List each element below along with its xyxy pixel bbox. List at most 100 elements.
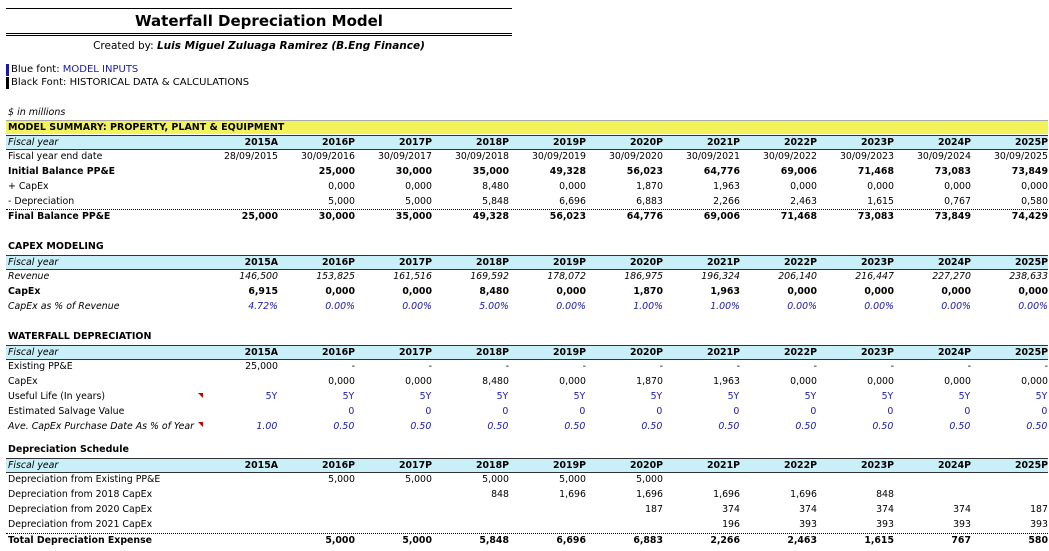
cell[interactable]: 216,447 <box>855 271 894 282</box>
cell[interactable]: 393 <box>953 519 971 530</box>
cell[interactable]: 71,468 <box>857 166 894 177</box>
cell[interactable]: 0,000 <box>864 286 894 297</box>
cell[interactable]: 1,696 <box>790 489 817 500</box>
cell[interactable]: 5,848 <box>482 196 509 207</box>
cell[interactable]: 2019P <box>553 137 586 148</box>
row-label[interactable]: Existing PP&E <box>8 361 73 372</box>
cell[interactable]: 49,328 <box>472 211 509 222</box>
cell[interactable]: 393 <box>1030 519 1048 530</box>
cell[interactable]: 30/09/2016 <box>300 151 355 162</box>
cell[interactable]: 0.50 <box>1026 421 1048 432</box>
cell[interactable]: 848 <box>876 489 894 500</box>
cell[interactable]: 2023P <box>861 137 894 148</box>
row-label[interactable]: Revenue <box>8 271 50 282</box>
cell[interactable]: 30/09/2017 <box>377 151 432 162</box>
cell[interactable]: 0 <box>425 406 432 417</box>
row-label[interactable]: CapEx <box>8 376 38 387</box>
row-label[interactable]: Fiscal year <box>8 347 59 358</box>
cell[interactable]: 2020P <box>630 257 663 268</box>
cell[interactable]: 0 <box>733 406 740 417</box>
cell[interactable]: 0,000 <box>787 286 817 297</box>
cell[interactable]: 30/09/2019 <box>531 151 586 162</box>
cell[interactable]: 161,516 <box>393 271 432 282</box>
cell[interactable]: 0,000 <box>405 181 432 192</box>
cell[interactable]: 2018P <box>476 137 509 148</box>
cell[interactable]: 2017P <box>399 257 432 268</box>
cell[interactable]: 238,633 <box>1009 271 1048 282</box>
cell[interactable]: 71,468 <box>780 211 817 222</box>
cell[interactable]: 2019P <box>553 257 586 268</box>
cell[interactable]: 2017P <box>399 460 432 471</box>
cell[interactable]: 2025P <box>1015 347 1048 358</box>
cell[interactable]: 8,480 <box>482 376 509 387</box>
cell[interactable]: 2020P <box>630 347 663 358</box>
cell[interactable]: 0,000 <box>556 286 586 297</box>
cell[interactable]: - <box>890 361 894 372</box>
cell[interactable]: 0,000 <box>402 286 432 297</box>
cell[interactable]: 0,580 <box>1021 196 1048 207</box>
cell[interactable]: 0 <box>502 406 509 417</box>
cell[interactable]: 0 <box>348 406 355 417</box>
cell[interactable]: 5Y <box>958 391 971 402</box>
cell[interactable]: 0 <box>1041 406 1048 417</box>
cell[interactable]: 73,083 <box>857 211 894 222</box>
cell[interactable]: 580 <box>1028 535 1048 546</box>
cell[interactable]: 2016P <box>322 460 355 471</box>
cell[interactable]: 5,000 <box>482 474 509 485</box>
row-label[interactable]: Depreciation from 2020 CapEx <box>8 504 153 515</box>
cell[interactable]: 1.00 <box>256 421 278 432</box>
cell[interactable]: 5,000 <box>405 196 432 207</box>
cell[interactable]: 5Y <box>1035 391 1048 402</box>
cell[interactable]: 0.00% <box>1018 301 1048 312</box>
cell[interactable]: 0 <box>656 406 663 417</box>
row-label[interactable]: Depreciation from Existing PP&E <box>8 474 161 485</box>
row-label[interactable]: + CapEx <box>8 181 49 192</box>
cell[interactable]: 848 <box>491 489 509 500</box>
cell[interactable]: 8,480 <box>479 286 509 297</box>
cell[interactable]: 5Y <box>650 391 663 402</box>
cell[interactable]: - <box>659 361 663 372</box>
cell[interactable]: 2024P <box>938 460 971 471</box>
cell[interactable]: 8,480 <box>482 181 509 192</box>
cell[interactable]: 5Y <box>342 391 355 402</box>
cell[interactable]: 0,000 <box>944 181 971 192</box>
cell[interactable]: 6,883 <box>636 196 663 207</box>
cell[interactable]: 0,000 <box>944 376 971 387</box>
cell[interactable]: 0.50 <box>718 421 740 432</box>
row-label[interactable]: Useful Life (In years) <box>8 391 106 402</box>
cell[interactable]: 6,696 <box>559 196 586 207</box>
cell[interactable]: 1,963 <box>710 286 740 297</box>
cell[interactable]: 0 <box>887 406 894 417</box>
cell[interactable]: 2019P <box>553 347 586 358</box>
cell[interactable]: 5Y <box>573 391 586 402</box>
cell[interactable]: 187 <box>1030 504 1048 515</box>
row-label[interactable]: Final Balance PP&E <box>8 211 111 222</box>
cell[interactable]: 393 <box>799 519 817 530</box>
cell[interactable]: 5,000 <box>325 535 355 546</box>
cell[interactable]: 2015A <box>244 257 278 268</box>
cell[interactable]: 74,429 <box>1011 211 1048 222</box>
cell[interactable]: 186,975 <box>624 271 663 282</box>
row-label[interactable]: Ave. CapEx Purchase Date As % of Year <box>8 421 194 432</box>
row-label[interactable]: Depreciation from 2021 CapEx <box>8 519 153 530</box>
cell[interactable]: 1,696 <box>559 489 586 500</box>
cell[interactable]: 6,696 <box>556 535 586 546</box>
cell[interactable]: 0,000 <box>1018 286 1048 297</box>
cell[interactable]: 25,000 <box>318 166 355 177</box>
cell[interactable]: 374 <box>876 504 894 515</box>
cell[interactable]: 64,776 <box>703 166 740 177</box>
cell[interactable]: 2017P <box>399 137 432 148</box>
cell[interactable]: - <box>967 361 971 372</box>
cell[interactable]: 30/09/2024 <box>916 151 971 162</box>
cell[interactable]: 5.00% <box>479 301 509 312</box>
cell[interactable]: 2016P <box>322 347 355 358</box>
cell[interactable]: 30,000 <box>318 211 355 222</box>
row-label[interactable]: Initial Balance PP&E <box>8 166 116 177</box>
cell[interactable]: 178,072 <box>547 271 586 282</box>
cell[interactable]: 0.50 <box>333 421 355 432</box>
row-label[interactable]: CapEx as % of Revenue <box>8 301 120 312</box>
cell[interactable]: 73,849 <box>934 211 971 222</box>
cell[interactable]: 374 <box>799 504 817 515</box>
cell[interactable]: 1,870 <box>633 286 663 297</box>
cell[interactable]: 5,000 <box>402 535 432 546</box>
